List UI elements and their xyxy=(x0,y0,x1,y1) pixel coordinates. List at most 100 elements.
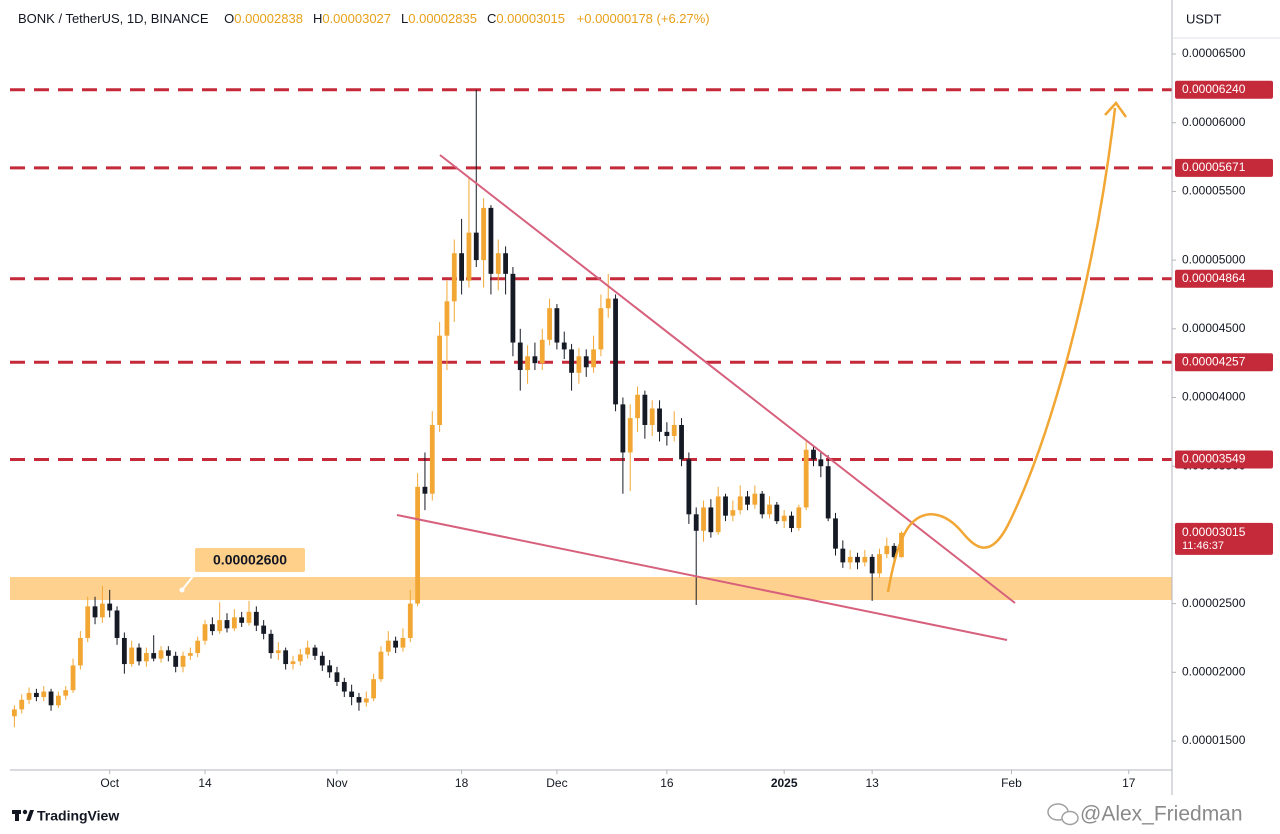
candle-body xyxy=(825,466,831,519)
ohlc-key: C xyxy=(486,11,497,26)
candle-body xyxy=(517,342,523,371)
candle-body xyxy=(393,640,399,648)
candle-body xyxy=(92,606,98,618)
candle-body xyxy=(877,554,882,574)
candle-body xyxy=(627,418,633,453)
candle-body xyxy=(635,394,640,419)
candle-body xyxy=(451,253,457,302)
candle-body xyxy=(195,640,201,654)
y-tick-label: 0.00006500 xyxy=(1182,46,1246,60)
candle-body xyxy=(297,654,303,662)
countdown: 11:46:37 xyxy=(1182,540,1224,552)
candle-body xyxy=(290,661,296,665)
candle-body xyxy=(187,653,193,656)
axes: 0.00006500 0.00006000 0.00005500 0.00005000… xyxy=(100,46,1273,790)
candle-body xyxy=(253,611,259,626)
candle-body xyxy=(444,301,450,336)
zone-label: 0.00002600 xyxy=(213,552,287,568)
candle-body xyxy=(268,633,274,654)
x-tick-label: 2025 xyxy=(771,776,798,790)
candle-body xyxy=(429,424,435,494)
candle-body xyxy=(11,709,17,717)
candle-body xyxy=(833,518,838,549)
candle-body xyxy=(231,617,237,629)
watermark-icon xyxy=(1047,803,1079,826)
candle-body xyxy=(466,232,472,281)
candle-body xyxy=(723,496,728,516)
levels xyxy=(10,88,1172,461)
candle-body xyxy=(899,532,904,558)
candle-body xyxy=(165,650,171,656)
level-badge xyxy=(1175,353,1273,372)
candle-body xyxy=(415,486,421,604)
candle-body xyxy=(143,653,149,662)
x-tick-label: Oct xyxy=(100,776,119,790)
candle-body xyxy=(759,493,765,515)
candle-body xyxy=(400,637,406,648)
candle-body xyxy=(495,253,501,274)
y-tick-label: 0.00004500 xyxy=(1182,321,1246,335)
candle-body xyxy=(459,253,465,281)
candle-body xyxy=(327,665,333,673)
candle-body xyxy=(671,424,677,436)
candle-body xyxy=(261,625,267,634)
candle-body xyxy=(312,647,318,656)
candle-body xyxy=(664,431,670,436)
level-badge xyxy=(1175,80,1273,99)
y-tick-label: 0.00004000 xyxy=(1182,390,1246,404)
candle-body xyxy=(554,308,560,343)
candle-body xyxy=(48,691,54,706)
candle-body xyxy=(862,556,868,563)
candle-body xyxy=(349,691,355,698)
candle-body xyxy=(473,232,479,261)
x-tick-label: 13 xyxy=(865,776,879,790)
candle-body xyxy=(26,692,32,700)
candle-body xyxy=(774,504,780,522)
candle-body xyxy=(77,637,83,666)
candle-body xyxy=(869,556,875,574)
candle-body xyxy=(657,408,662,432)
candle-body xyxy=(33,692,39,698)
candle-body xyxy=(891,545,897,558)
candle-body xyxy=(107,603,113,611)
candle-body xyxy=(737,496,743,511)
forecast-arrowhead xyxy=(1104,101,1128,118)
x-tick-label: 14 xyxy=(198,776,212,790)
candle-body xyxy=(532,356,538,364)
unit-label: USDT xyxy=(1186,11,1221,26)
x-tick-label: 18 xyxy=(455,776,469,790)
candle-body xyxy=(789,515,794,529)
candle-body xyxy=(613,298,618,405)
candle-body xyxy=(583,356,589,368)
y-tick-label: 0.00005500 xyxy=(1182,184,1246,198)
candle-body xyxy=(561,342,567,350)
candle-body xyxy=(70,665,76,691)
candle-body xyxy=(19,699,25,710)
candle-body xyxy=(378,651,384,680)
candle-body xyxy=(855,556,860,563)
header: BONK / TetherUS, 1D, BINANCE O0.00002838… xyxy=(18,11,718,26)
candle-body xyxy=(598,308,604,350)
candle-body xyxy=(385,640,391,652)
candle-body xyxy=(136,647,142,662)
callout-dot xyxy=(179,587,185,593)
ohlc-key: L xyxy=(401,11,409,26)
candle-body xyxy=(818,459,824,467)
candle-body xyxy=(620,404,626,453)
x-tick-label: 16 xyxy=(660,776,674,790)
candle-body xyxy=(693,514,699,531)
candle-body xyxy=(180,655,186,667)
last-price-badge xyxy=(1175,522,1273,555)
candle-body xyxy=(752,493,758,505)
candle-body xyxy=(576,356,582,373)
ohlc-key: H xyxy=(312,11,323,26)
candle-body xyxy=(129,647,135,665)
x-tick-label: Dec xyxy=(546,776,567,790)
candle-body xyxy=(745,496,750,505)
candle-body xyxy=(85,606,91,638)
candle-body xyxy=(114,610,120,638)
candle-body xyxy=(686,459,692,515)
candle-body xyxy=(730,510,736,516)
y-tick-label: 0.00005000 xyxy=(1182,252,1246,266)
ohlc-key: O xyxy=(224,11,235,26)
